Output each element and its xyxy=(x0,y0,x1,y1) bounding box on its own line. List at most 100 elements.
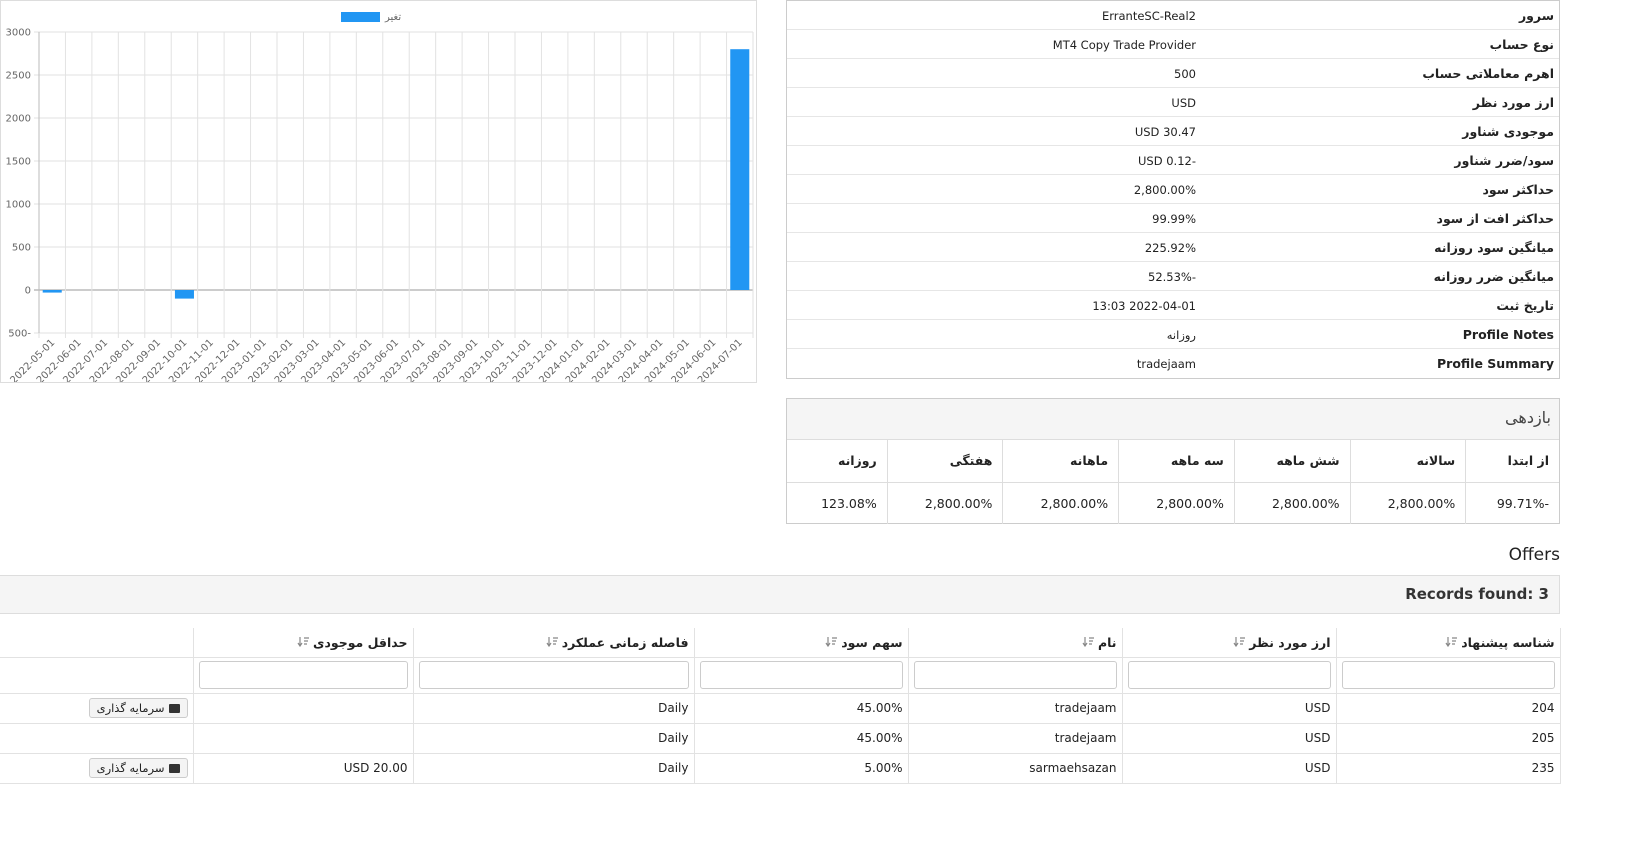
info-label: حداکثر افت از سود xyxy=(1436,211,1554,226)
info-row: اهرم معاملاتی حساب 500 xyxy=(787,59,1559,88)
filter-input[interactable] xyxy=(198,661,408,689)
info-label: Profile Summary xyxy=(1437,356,1554,371)
filter-row xyxy=(0,656,1561,694)
offer-cell: Daily xyxy=(412,722,695,754)
cell-text: 204 xyxy=(1531,701,1555,715)
offers-title: Offers xyxy=(1508,545,1560,565)
offer-cell: tradejaam xyxy=(907,722,1123,754)
offer-cell: sarmaehsazan xyxy=(907,752,1123,784)
info-row: میانگین سود روزانه 225.92% xyxy=(787,233,1559,262)
info-value: USD xyxy=(1171,96,1196,110)
returns-value: 2,800.00% xyxy=(1349,483,1466,524)
info-value: 13:03 2022-04-01 xyxy=(1092,299,1196,313)
info-label: سود/ضرر شناور xyxy=(1454,153,1554,168)
filter-input[interactable] xyxy=(699,661,903,689)
info-row: Profile Notes روزانه xyxy=(787,320,1559,349)
offer-cell: 205 xyxy=(1335,722,1561,754)
cell-text: Daily xyxy=(658,761,689,775)
cell-text: Daily xyxy=(658,701,689,715)
returns-header: سه ماهه xyxy=(1118,440,1234,482)
header-text: حداقل موجودی xyxy=(312,634,408,650)
offer-cell: 5.00% xyxy=(693,752,909,784)
invest-button[interactable]: سرمایه گذاری xyxy=(88,698,188,718)
sort-icon[interactable] xyxy=(1082,636,1094,647)
column-header: نام xyxy=(907,628,1123,658)
info-label: اهرم معاملاتی حساب xyxy=(1422,66,1554,81)
info-row: تاریخ ثبت 13:03 2022-04-01 xyxy=(787,291,1559,320)
filter-input[interactable] xyxy=(418,661,689,689)
column-header: حداقل موجودی xyxy=(192,628,414,658)
offer-cell xyxy=(192,692,414,724)
cell-text: USD xyxy=(1304,731,1331,745)
returns-header: شش ماهه xyxy=(1233,440,1350,482)
filter-cell xyxy=(412,656,695,694)
returns-header: سالانه xyxy=(1349,440,1466,482)
records-found: Records found: 3 xyxy=(0,575,1560,614)
info-label: میانگین سود روزانه xyxy=(1434,240,1554,255)
column-header: سهم سود xyxy=(693,628,909,658)
header-text: فاصله زمانی عملکرد xyxy=(561,634,689,650)
info-value: ErranteSC-Real2 xyxy=(1101,9,1196,23)
returns-header-row: از ابتدا سالانه شش ماهه سه ماهه ماهانه هفتگی ر… xyxy=(787,440,1559,482)
offer-cell: Daily xyxy=(412,752,695,784)
invest-button[interactable]: سرمایه گذاری xyxy=(88,758,188,778)
info-value: روزانه xyxy=(1166,328,1196,342)
y-tick-label: 0 xyxy=(25,286,31,297)
wallet-icon xyxy=(168,764,180,773)
column-header xyxy=(0,628,194,658)
filter-input[interactable] xyxy=(1341,661,1555,689)
offer-cell: 45.00% xyxy=(693,722,909,754)
header-text: نام xyxy=(1097,634,1117,650)
cell-text: 235 xyxy=(1531,761,1555,775)
info-value: MT4 Copy Trade Provider xyxy=(1052,38,1196,52)
sort-icon[interactable] xyxy=(825,636,838,647)
info-label: میانگین ضرر روزانه xyxy=(1433,269,1554,284)
info-label: حداکثر سود xyxy=(1482,182,1554,197)
info-label: سرور xyxy=(1518,8,1554,23)
filter-input[interactable] xyxy=(913,661,1117,689)
info-row: نوع حساب MT4 Copy Trade Provider xyxy=(787,30,1559,59)
cell-text: USD 20.00 xyxy=(343,761,408,775)
offer-cell: USD 20.00 xyxy=(192,752,414,784)
filter-input[interactable] xyxy=(1127,661,1331,689)
sort-icon[interactable] xyxy=(546,636,558,647)
info-value: tradejaam xyxy=(1136,357,1196,371)
cell-text: 45.00% xyxy=(856,701,903,715)
filter-cell xyxy=(1121,656,1337,694)
header-text: شناسه پیشنهاد xyxy=(1461,634,1555,650)
returns-header: هفتگی xyxy=(886,440,1003,482)
filter-cell xyxy=(192,656,414,694)
sort-icon[interactable] xyxy=(297,636,309,647)
offers-table: شناسه پیشنهاد ارز مورد نظر نام سهم سود فاصله… xyxy=(0,628,1561,784)
column-header: شناسه پیشنهاد xyxy=(1335,628,1561,658)
chart: 500-0500100015002000250030002022-05-0120… xyxy=(6,12,754,386)
cell-text: tradejaam xyxy=(1054,731,1117,745)
sort-icon[interactable] xyxy=(1233,636,1246,647)
sort-icon[interactable] xyxy=(1445,636,1458,647)
y-tick-label: 500 xyxy=(12,243,31,254)
returns-panel: بازدهی از ابتدا سالانه شش ماهه سه ماهه ماهان… xyxy=(786,398,1560,524)
y-tick-label: 3000 xyxy=(6,28,31,39)
action-cell: سرمایه گذاری xyxy=(0,692,194,724)
cell-text: USD xyxy=(1304,761,1331,775)
returns-value: 123.08% xyxy=(821,496,877,511)
returns-header: روزانه xyxy=(837,453,877,468)
info-label: ارز مورد نظر xyxy=(1472,95,1554,110)
info-row: موجودی شناور USD 30.47 xyxy=(787,117,1559,146)
info-value: USD 30.47 xyxy=(1134,125,1196,139)
returns-header: از ابتدا xyxy=(1465,440,1559,482)
header-row: شناسه پیشنهاد ارز مورد نظر نام سهم سود فاصله… xyxy=(0,628,1561,658)
info-row: سرور ErranteSC-Real2 xyxy=(787,1,1559,30)
info-value: 52.53%- xyxy=(1148,270,1196,284)
returns-value-row: 99.71%- 2,800.00% 2,800.00% 2,800.00% 2,800.… xyxy=(787,482,1559,524)
returns-value: 2,800.00% xyxy=(1118,483,1234,524)
y-tick-label: 500- xyxy=(8,329,31,340)
header-text: سهم سود xyxy=(841,634,903,650)
info-value: 225.92% xyxy=(1144,241,1196,255)
info-value: 2,800.00% xyxy=(1133,183,1196,197)
offer-row: 235 USD sarmaehsazan 5.00% Daily USD 20.00 سرم… xyxy=(0,752,1561,784)
offer-cell: 45.00% xyxy=(693,692,909,724)
offer-row: 204 USD tradejaam 45.00% Daily سرمایه گذاری xyxy=(0,692,1561,724)
info-row: ارز مورد نظر USD xyxy=(787,88,1559,117)
